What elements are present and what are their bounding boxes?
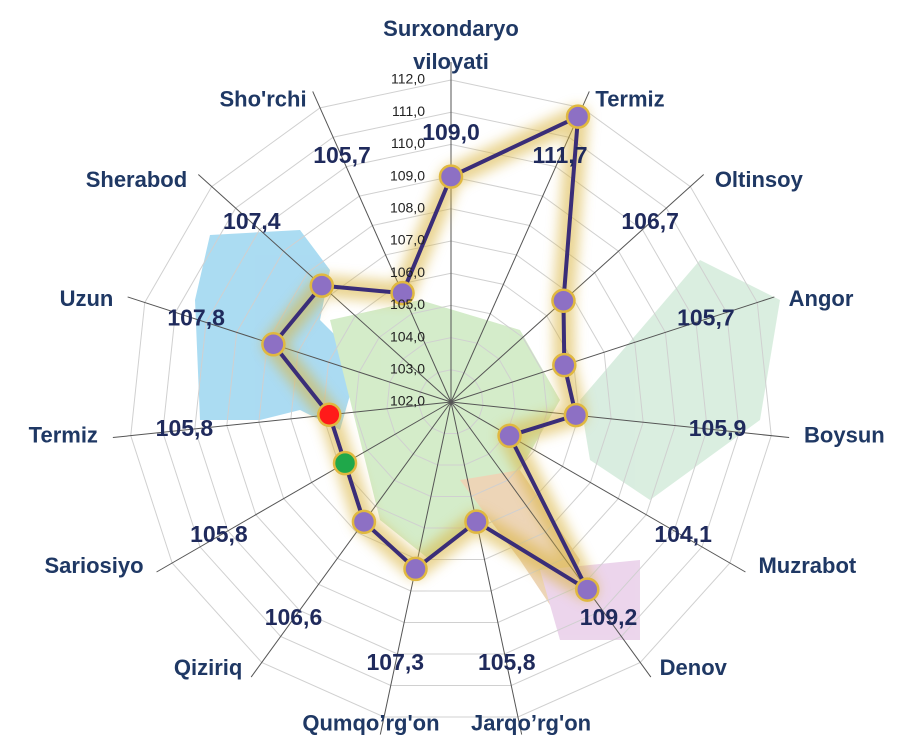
data-label: 105,7 [677,304,735,330]
y-tick-label: 102,0 [390,393,425,409]
spoke [112,401,452,439]
grid-ring [354,304,548,497]
data-label: 107,3 [366,649,424,675]
category-label-line: viloyati [413,49,489,74]
category-label: Boysun [804,422,885,447]
data-point [332,450,358,476]
grid-ring [194,143,708,655]
y-tick-label: 111,0 [392,103,425,119]
spoke [450,174,705,403]
category-label-line: Surxondaryo [383,16,519,41]
grid-ring [290,240,612,560]
category-label: Muzrabot [758,553,856,578]
data-label: 105,7 [313,142,371,168]
y-tick-label: 106,0 [390,264,425,280]
data-label: 105,8 [156,415,214,441]
data-point [575,577,600,602]
map-land [580,260,780,500]
data-label: 105,8 [478,649,536,675]
category-label: Angor [789,286,854,311]
y-tick-label: 109,0 [390,167,425,183]
y-tick-label: 104,0 [390,328,425,344]
data-label: 105,9 [689,415,747,441]
data-point [309,273,335,298]
data-label: 105,8 [190,521,248,547]
category-label: Qumqo’rg'on [302,711,439,736]
category-label: Qiziriq [174,655,242,680]
data-point [551,288,576,313]
category-label: Denov [660,655,728,680]
data-point [390,280,415,306]
data-point [438,164,464,189]
y-tick-label: 112,0 [391,71,425,87]
data-point [565,104,591,129]
category-label: Termiz [595,86,664,111]
data-label: 106,7 [621,208,679,234]
spoke [250,401,452,678]
grid-ring [162,111,740,686]
data-point [261,332,286,357]
data-point [351,509,377,535]
data-point [552,352,577,378]
grid-ring [226,176,676,623]
spoke [450,401,523,735]
data-label: 104,1 [654,521,712,547]
category-label: Sho'rchi [219,86,306,111]
y-tick-label: 107,0 [390,232,425,248]
y-tick-label: 108,0 [390,200,425,216]
data-point [317,402,342,428]
data-point [464,509,489,534]
spoke [312,91,452,403]
data-point [403,556,428,582]
category-label: Sherabod [86,167,187,192]
grid-ring [418,369,484,434]
data-label: 109,0 [422,119,480,145]
y-tick-label: 103,0 [390,361,425,377]
data-label: 106,6 [265,604,323,630]
spoke [156,401,452,573]
plot: 102,0 103,0 104,0 105,0 106,0 107,0 108,0 109,0… [29,16,885,736]
spoke [450,401,790,439]
data-label: 107,8 [167,304,225,330]
data-label: 107,4 [223,208,281,234]
category-label: Surxondaryo viloyati [383,16,519,74]
spoke [450,296,775,403]
category-label: Oltinsoy [715,167,804,192]
y-tick-label: 110,0 [391,135,425,151]
data-label: 111,7 [532,142,587,168]
grid-ring [258,208,644,592]
series-line [271,114,590,592]
grid-ring [130,79,772,718]
category-label: Jarqo’rg'on [471,711,591,736]
grid-ring [386,337,516,466]
data-label: 109,2 [580,604,638,630]
y-tick-label: 105,0 [390,296,425,312]
data-point [563,402,589,428]
data-point [497,423,522,449]
category-label: Termiz [29,422,98,447]
category-label: Uzun [60,286,114,311]
category-label: Sariosiyo [45,553,144,578]
